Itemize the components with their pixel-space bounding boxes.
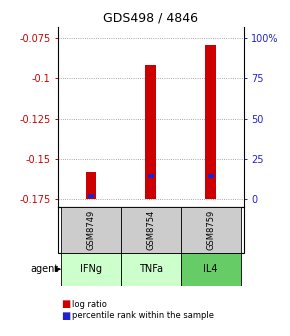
- Bar: [208, 174, 214, 178]
- Bar: [145, 66, 156, 199]
- FancyBboxPatch shape: [61, 253, 121, 286]
- Text: IL4: IL4: [203, 264, 218, 274]
- Bar: [86, 172, 96, 199]
- Text: ■: ■: [61, 311, 70, 321]
- Text: percentile rank within the sample: percentile rank within the sample: [72, 311, 215, 320]
- Text: IFNg: IFNg: [80, 264, 102, 274]
- FancyBboxPatch shape: [121, 207, 181, 253]
- FancyBboxPatch shape: [121, 253, 181, 286]
- Bar: [205, 45, 216, 199]
- Text: GSM8754: GSM8754: [146, 210, 155, 250]
- Text: GSM8749: GSM8749: [86, 210, 95, 250]
- Text: ■: ■: [61, 299, 70, 309]
- Title: GDS498 / 4846: GDS498 / 4846: [103, 11, 198, 24]
- Text: GSM8759: GSM8759: [206, 210, 215, 250]
- FancyBboxPatch shape: [61, 207, 121, 253]
- Bar: [88, 194, 94, 198]
- Text: TNFa: TNFa: [139, 264, 163, 274]
- FancyBboxPatch shape: [181, 253, 241, 286]
- FancyBboxPatch shape: [181, 207, 241, 253]
- Text: agent: agent: [30, 264, 59, 274]
- Bar: [148, 174, 154, 178]
- Text: log ratio: log ratio: [72, 300, 107, 308]
